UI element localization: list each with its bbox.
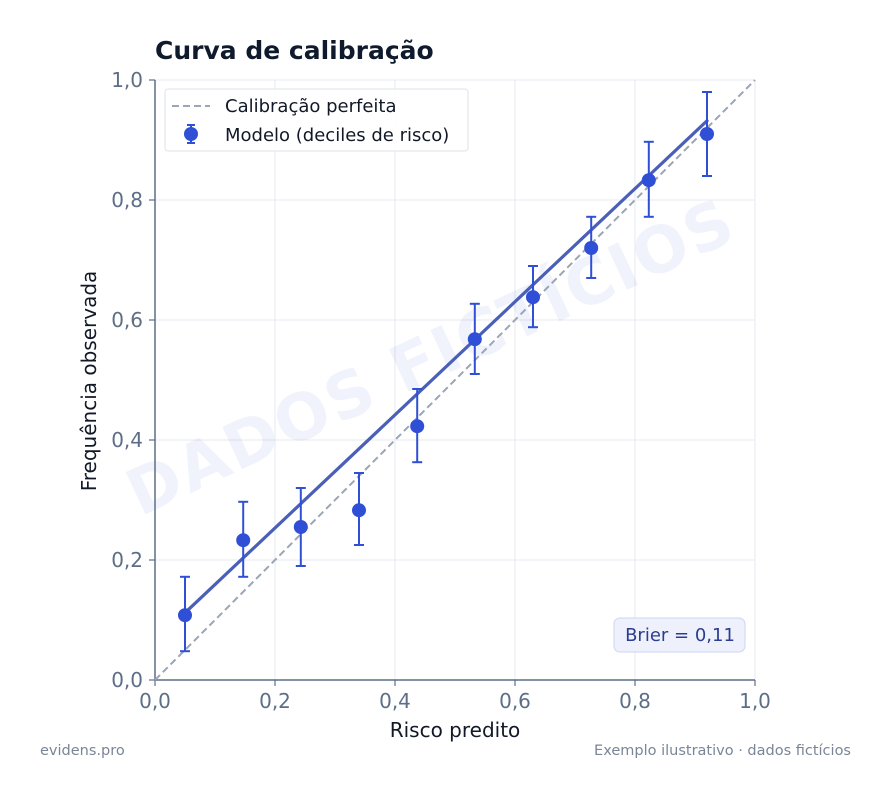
data-point-1 [236, 533, 251, 548]
brier-box [613, 617, 746, 653]
y-tick-label-5: 1,0 [111, 68, 143, 92]
chart-title: Curva de calibração [155, 36, 434, 65]
x-tick-label-4: 0,8 [619, 689, 651, 713]
tick-labels: 0,00,0 0,2 0,2 0,4 0,4 0,6 0,6 0,8 0,8 1,0 1,0 [111, 68, 771, 713]
data-point-3 [352, 503, 366, 518]
brier-annotation: Brier = 0,11 [613, 617, 746, 653]
y-axis-label: Frequência observada [77, 271, 101, 492]
series [154, 79, 756, 681]
y-tick-label-2: 0,4 [111, 428, 143, 452]
footer-brand: evidens.pro [40, 743, 125, 759]
legend: Calibração perfeita Modelo (deciles de r… [164, 88, 469, 152]
x-tick-label-3: 0,6 [499, 689, 531, 713]
legend-entry-model: Modelo (deciles de risco) [225, 125, 449, 146]
data-point-6 [526, 290, 540, 305]
brier-score: Brier = 0,11 [625, 625, 735, 646]
y-tick-label-0: 0,0 [111, 668, 143, 692]
y-tick-label-1: 0,2 [111, 548, 143, 572]
legend-entry-perfect: Calibração perfeita [225, 96, 397, 117]
legend-point-swatch [184, 127, 198, 141]
perfect-calibration-line [154, 79, 756, 681]
data-point-5 [467, 332, 482, 347]
x-tick-label-0: 0,0 [139, 689, 171, 713]
legend-box [164, 88, 469, 152]
data-point-8 [641, 173, 656, 188]
data-point-9 [700, 127, 714, 141]
data-point-4 [410, 419, 425, 434]
y-tick-label-3: 0,6 [111, 308, 143, 332]
x-tick-label-2: 0,4 [379, 689, 411, 713]
y-tick-label-4: 0,8 [111, 188, 143, 212]
x-tick-label-1: 0,2 [259, 689, 291, 713]
data-point-2 [293, 520, 308, 534]
watermark: DADOS FICTÍCIOS [115, 183, 747, 532]
x-axis-label: Risco predito [390, 718, 521, 742]
axes [149, 79, 756, 686]
footer-disclaimer: Exemplo ilustrativo · dados fictícios [594, 743, 851, 759]
data-point-0 [178, 608, 192, 623]
model-fit-line [183, 119, 709, 615]
data-point-7 [584, 241, 599, 255]
x-tick-label-5: 1,0 [739, 689, 771, 713]
